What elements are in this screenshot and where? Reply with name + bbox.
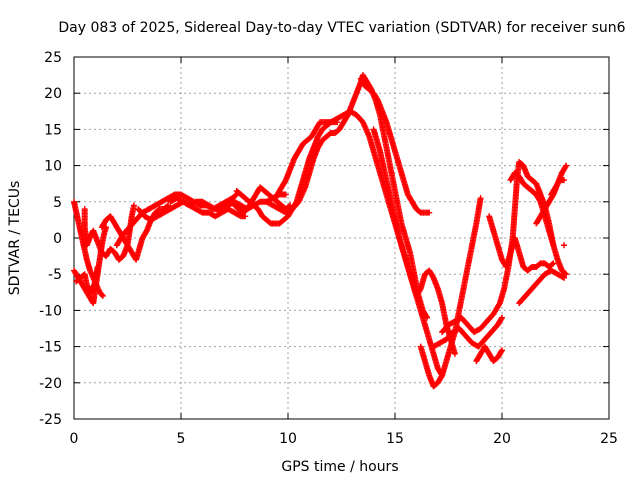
series-sat-p — [430, 314, 505, 350]
data-point — [499, 347, 505, 354]
x-tick-label: 15 — [386, 431, 404, 447]
data-point — [242, 213, 249, 220]
data-point — [451, 350, 458, 357]
series-sat-t — [516, 267, 568, 307]
series-sat-k — [263, 72, 431, 321]
y-tick-label: -20 — [39, 376, 62, 392]
series-sat-n — [370, 126, 458, 357]
y-tick-label: -5 — [48, 267, 62, 283]
x-tick-label: 25 — [600, 431, 618, 447]
series-sat-m — [357, 75, 433, 216]
data-point — [424, 314, 431, 321]
y-tick-label: 0 — [53, 231, 62, 247]
series-sat-c — [73, 263, 101, 296]
data-point — [477, 195, 484, 202]
data-point — [426, 209, 433, 216]
data-point — [562, 163, 569, 170]
x-tick-label: 5 — [177, 431, 186, 447]
y-tick-label: -10 — [39, 303, 62, 319]
y-tick-label: 10 — [44, 159, 62, 175]
series-sat-d — [81, 202, 137, 263]
data-point — [563, 162, 570, 169]
grid — [74, 57, 609, 419]
x-axis-label: GPS time / hours — [281, 459, 398, 475]
data-point — [498, 348, 505, 355]
y-tick-label: 5 — [53, 195, 62, 211]
data-point — [232, 192, 239, 199]
y-tick-label: -25 — [39, 412, 62, 428]
data-point — [550, 242, 557, 249]
y-tick-label: -15 — [39, 340, 62, 356]
series-sat-o — [417, 195, 484, 390]
data-point — [282, 191, 289, 198]
chart-title: Day 083 of 2025, Sidereal Day-to-day VTE… — [58, 20, 625, 36]
x-tick-label: 10 — [279, 431, 297, 447]
series-sat-w — [561, 242, 568, 249]
y-tick-label: 20 — [44, 86, 62, 102]
data-point — [561, 274, 568, 281]
data-point — [499, 314, 505, 321]
x-tick-label: 20 — [493, 431, 511, 447]
data-point — [334, 119, 341, 126]
series-sat-r — [486, 213, 557, 274]
y-axis-label: SDTVAR / TECUs — [7, 181, 23, 296]
data-point — [549, 261, 556, 268]
data-point — [99, 292, 106, 299]
data-point — [99, 292, 106, 299]
data-point — [563, 271, 570, 278]
series-sat-j — [233, 108, 446, 379]
x-tick-label: 0 — [70, 431, 79, 447]
data-point — [165, 202, 172, 209]
data-point — [423, 313, 430, 320]
axis-ticks: 0 5 10 15 20 25 -25 -20 -15 -10 -5 0 5 10 15 20 25 — [39, 50, 618, 447]
series-sat-x — [473, 343, 505, 365]
data-point — [561, 242, 568, 249]
data-point — [498, 315, 505, 322]
data-series — [71, 72, 570, 390]
data-point — [559, 274, 566, 281]
y-tick-label: 15 — [44, 122, 62, 138]
y-tick-label: 25 — [44, 50, 62, 66]
series-sat-l — [274, 119, 341, 198]
data-point — [562, 270, 569, 277]
data-point — [550, 260, 557, 267]
data-point — [561, 177, 568, 184]
data-point — [130, 202, 137, 209]
data-point — [236, 212, 243, 219]
series-sat-v — [548, 177, 568, 198]
data-point — [94, 263, 101, 270]
